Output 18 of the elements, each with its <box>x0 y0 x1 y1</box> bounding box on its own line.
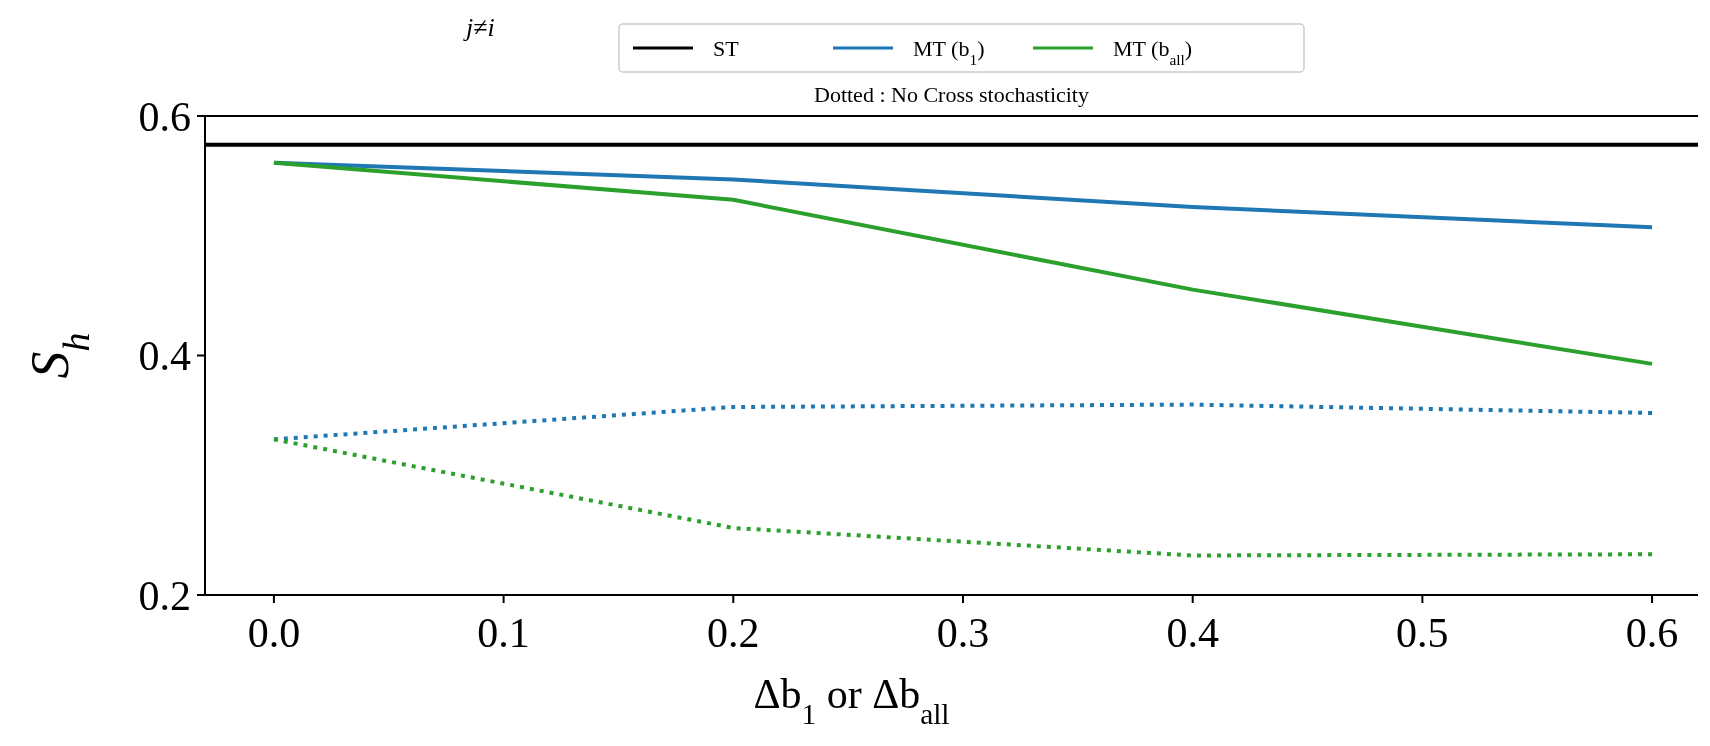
legend-label: MT (b$_{all}$) <box>1113 35 1193 68</box>
x-tick-label: 0.2 <box>707 610 760 656</box>
line-series <box>271 160 1655 366</box>
line-series <box>271 437 1655 558</box>
legend-label: MT (b$_{1}$) <box>913 35 985 68</box>
text: Dotted : No Cross stochasticity <box>814 82 1089 107</box>
x-tick-label: 0.0 <box>247 610 301 656</box>
y-tick-label: 0.6 <box>138 93 191 140</box>
y-tick-label: 0.4 <box>138 333 191 380</box>
legend-label: ST <box>713 35 740 61</box>
y-tick-label: 0.2 <box>138 572 191 619</box>
x-tick-label: 0.4 <box>1166 610 1219 656</box>
x-tick-label: 0.1 <box>477 610 530 656</box>
x-tick-label: 0.3 <box>936 610 990 656</box>
x-axis-title: Δb$_{1}$ or Δb$_{all}$ <box>753 671 950 730</box>
x-tick-label: 0.5 <box>1396 610 1449 656</box>
text: j≠i <box>463 13 495 42</box>
x-tick-label: 0.6 <box>1625 610 1679 656</box>
